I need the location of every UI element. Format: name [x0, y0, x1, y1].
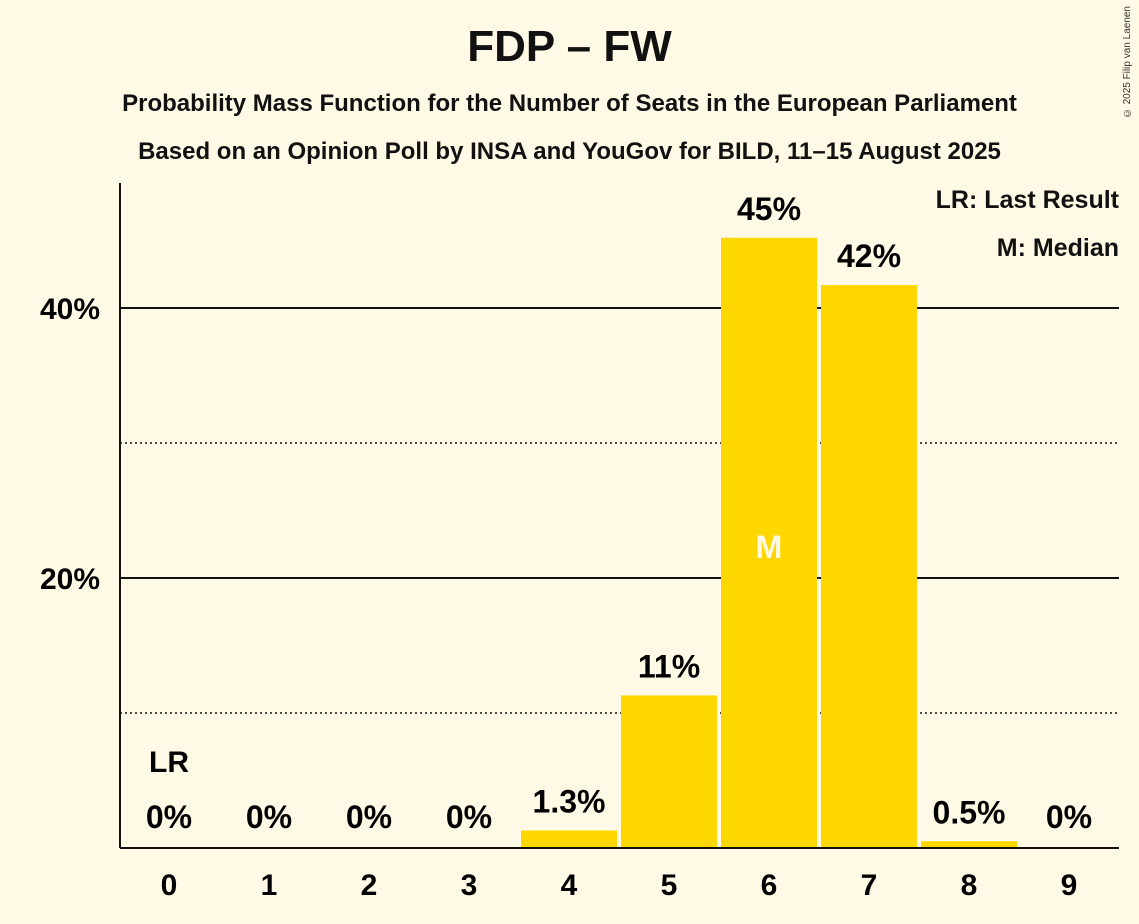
data-label: 1.3% — [533, 783, 606, 819]
chart-subtitle: Probability Mass Function for the Number… — [122, 90, 1017, 117]
chart-title: FDP – FW — [467, 22, 672, 71]
data-label: 0% — [346, 799, 392, 835]
x-tick-label: 0 — [161, 869, 178, 902]
data-label: 11% — [638, 648, 700, 684]
data-label: 42% — [837, 238, 901, 274]
bar — [921, 841, 1017, 848]
legend-last-result: LR: Last Result — [935, 186, 1119, 214]
data-label: 0% — [446, 799, 492, 835]
last-result-marker: LR — [149, 746, 189, 779]
bar — [521, 830, 617, 848]
x-tick-label: 4 — [561, 869, 578, 902]
data-label: 0% — [246, 799, 292, 835]
x-tick-label: 2 — [361, 869, 378, 902]
data-label: 0% — [146, 799, 192, 835]
legend-median: M: Median — [996, 234, 1119, 262]
x-tick-label: 8 — [961, 869, 978, 902]
data-label: 0% — [1046, 799, 1092, 835]
x-tick-label: 1 — [261, 869, 278, 902]
x-tick-label: 7 — [861, 869, 878, 902]
y-tick-label: 20% — [40, 563, 100, 596]
bar — [721, 237, 817, 849]
x-tick-label: 6 — [761, 869, 778, 902]
data-label: 0.5% — [933, 794, 1006, 830]
x-tick-label: 5 — [661, 869, 678, 902]
bar — [821, 285, 917, 848]
x-tick-label: 3 — [461, 869, 478, 902]
chart-subtitle-source: Based on an Opinion Poll by INSA and You… — [138, 138, 1001, 165]
data-label: 45% — [737, 191, 801, 227]
bar — [621, 695, 717, 848]
x-tick-label: 9 — [1061, 869, 1078, 902]
y-tick-label: 40% — [40, 293, 100, 326]
median-marker: M — [756, 529, 783, 565]
